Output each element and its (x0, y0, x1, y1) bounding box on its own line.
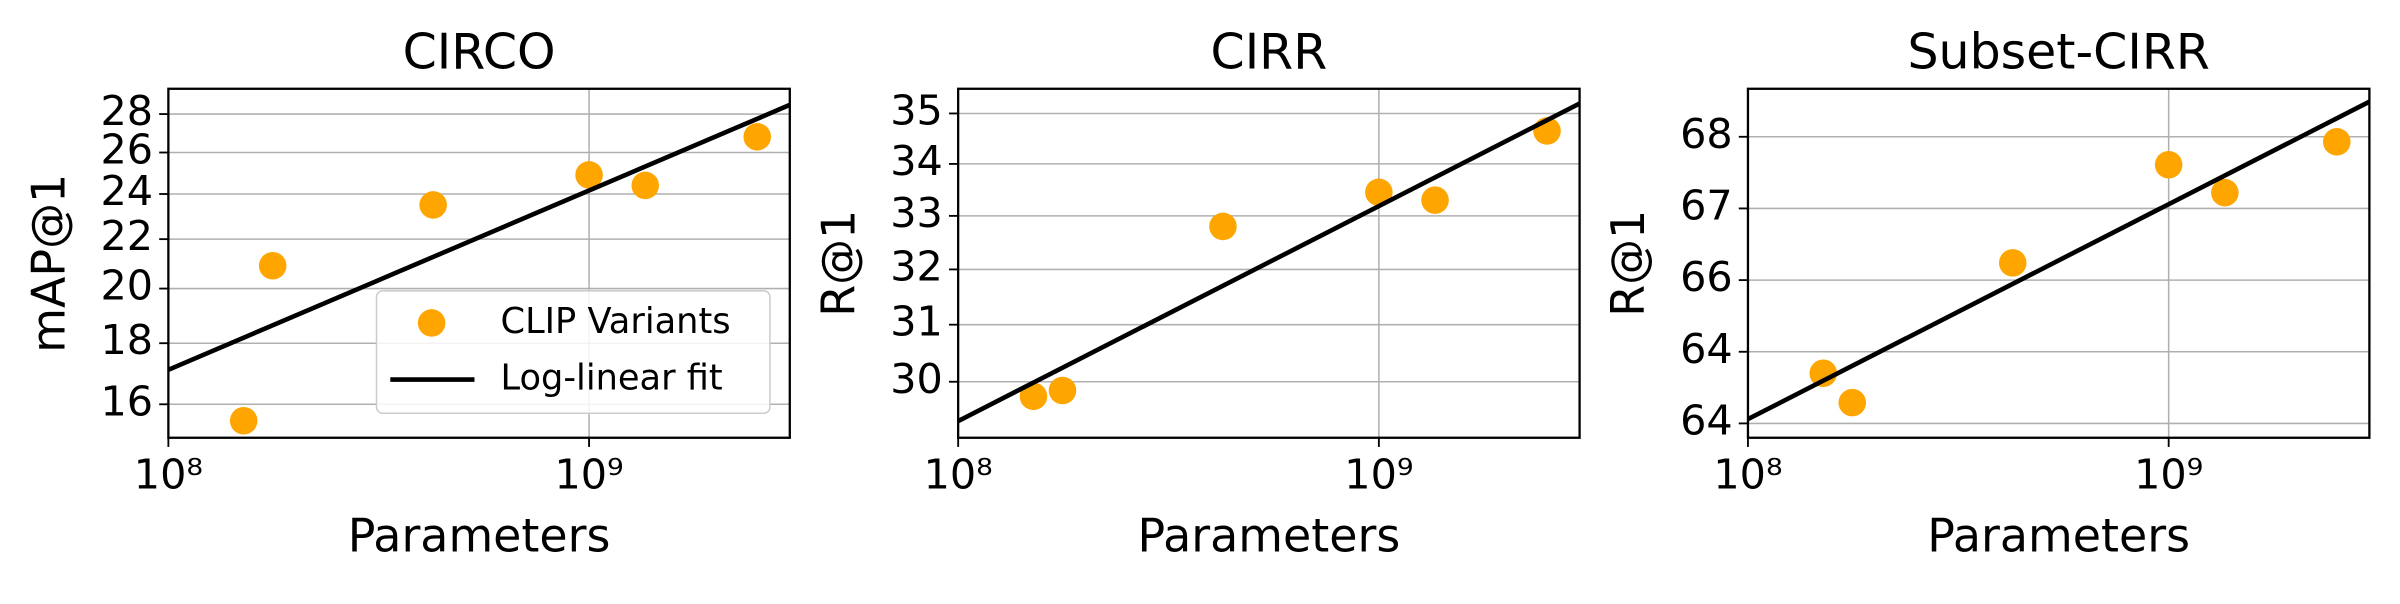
scatter-point (2211, 178, 2239, 207)
y-tick-label: 34 (890, 137, 943, 185)
y-tick-label: 68 (1680, 110, 1733, 158)
y-axis-label: R@1 (1601, 210, 1655, 317)
fit-line (958, 101, 1580, 424)
scatter-point (1019, 382, 1048, 411)
fit-line (1747, 99, 2370, 422)
y-axis-label: R@1 (811, 210, 865, 317)
scatter-point (1998, 249, 2027, 277)
chart-title: Subset-CIRR (1907, 24, 2209, 81)
x-tick-label: 10⁹ (554, 451, 623, 499)
y-tick-label: 24 (100, 167, 153, 215)
legend-label: Log-linear fit (501, 358, 723, 399)
x-axis-label: Parameters (1927, 508, 2190, 562)
y-tick-label: 26 (100, 126, 153, 174)
y-tick-label: 28 (100, 87, 153, 135)
scatter-point (2323, 128, 2351, 156)
x-tick-label: 10⁸ (1713, 451, 1782, 499)
scatter-point (1048, 376, 1077, 405)
x-axis-label: Parameters (1137, 508, 1400, 562)
y-tick-label: 64 (1680, 396, 1733, 444)
y-tick-label: 32 (890, 242, 943, 290)
scatter-point (1365, 178, 1393, 207)
y-tick-label: 35 (890, 86, 943, 134)
chart-title: CIRR (1211, 24, 1328, 81)
scatter-point (1209, 212, 1237, 241)
fit-line (168, 102, 790, 372)
y-tick-label: 33 (890, 189, 943, 237)
y-axis-label: mAP@1 (22, 174, 76, 353)
plot-frame (167, 87, 791, 439)
scatter-point (631, 171, 660, 200)
y-tick-label: 64 (1680, 325, 1733, 373)
scatter-point (1809, 359, 1838, 388)
scatter-point (258, 251, 287, 280)
x-tick-label: 10⁸ (134, 451, 203, 499)
scatter-point (229, 406, 258, 435)
y-tick-label: 30 (890, 355, 943, 403)
plot-frame (1746, 87, 2371, 439)
y-tick-label: 22 (100, 212, 153, 260)
y-tick-label: 20 (100, 262, 153, 310)
legend-box (375, 290, 771, 415)
y-tick-label: 16 (100, 377, 153, 425)
scatter-point (419, 191, 447, 219)
x-axis-label: Parameters (348, 508, 611, 562)
y-tick-label: 67 (1680, 181, 1733, 229)
x-tick-label: 10⁹ (2134, 451, 2203, 499)
chart-title: CIRCO (403, 24, 556, 81)
y-tick-label: 31 (890, 298, 943, 346)
legend-marker (417, 309, 446, 337)
scatter-point (743, 123, 771, 151)
scatter-point (1421, 186, 1449, 214)
x-tick-label: 10⁹ (1344, 451, 1413, 499)
y-tick-label: 18 (100, 316, 153, 364)
scatter-point (1838, 388, 1867, 417)
legend-label: CLIP Variants (501, 301, 731, 342)
y-tick-label: 66 (1680, 253, 1733, 301)
scatter-point (2154, 150, 2183, 179)
x-tick-label: 10⁸ (924, 451, 993, 499)
scatter-point (575, 161, 603, 189)
plot-frame (957, 87, 1581, 439)
